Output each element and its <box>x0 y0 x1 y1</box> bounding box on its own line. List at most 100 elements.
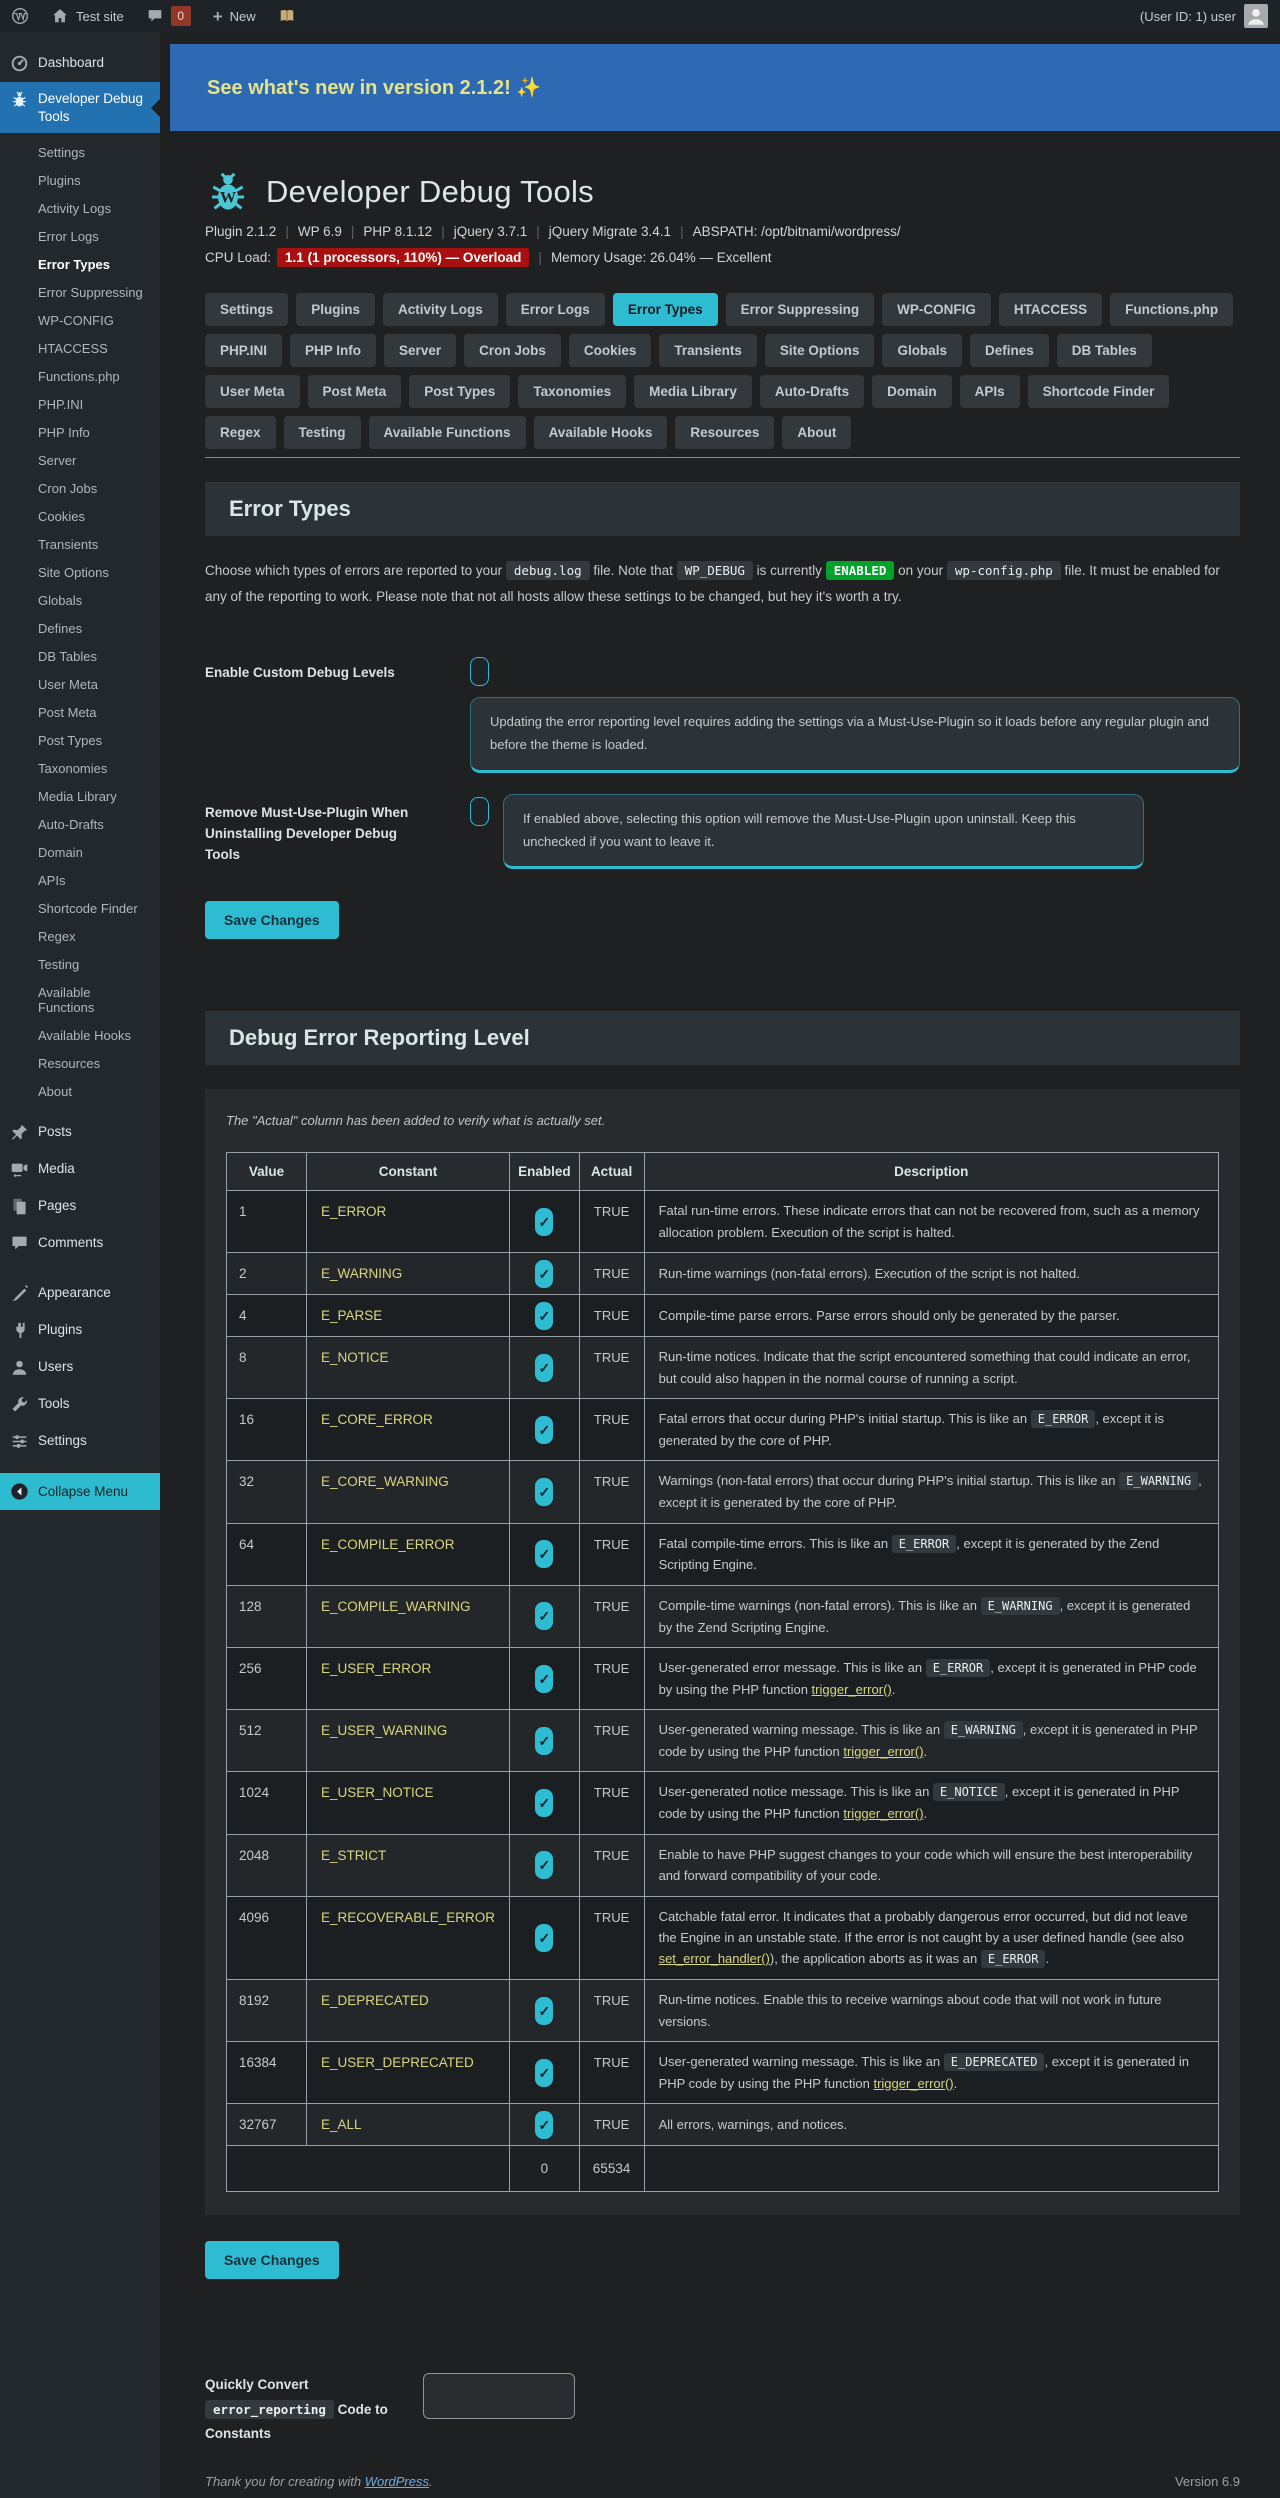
tab-resources[interactable]: Resources <box>675 416 775 449</box>
tab-php-info[interactable]: PHP Info <box>290 334 377 367</box>
php-function-link[interactable]: trigger_error() <box>843 1744 924 1759</box>
sidebar-subitem-error-types[interactable]: Error Types <box>38 256 111 272</box>
site-name-menu[interactable]: Test site <box>40 0 135 32</box>
sidebar-subitem-php-ini[interactable]: PHP.INI <box>38 396 84 412</box>
sidebar-subitem-settings[interactable]: Settings <box>38 144 85 160</box>
sidebar-subitem-htaccess[interactable]: HTACCESS <box>38 340 108 356</box>
enabled-checkbox[interactable]: ✓ <box>535 1996 554 2025</box>
sidebar-subitem-transients[interactable]: Transients <box>38 536 99 552</box>
tab-transients[interactable]: Transients <box>659 334 757 367</box>
sidebar-subitem-cron-jobs[interactable]: Cron Jobs <box>38 480 98 496</box>
sidebar-subitem-db-tables[interactable]: DB Tables <box>38 648 98 664</box>
enabled-checkbox[interactable]: ✓ <box>535 1259 554 1288</box>
sidebar-item-pages[interactable]: Pages <box>0 1188 160 1225</box>
php-function-link[interactable]: set_error_handler() <box>658 1951 770 1967</box>
sidebar-item-appearance[interactable]: Appearance <box>0 1275 160 1312</box>
enabled-checkbox[interactable]: ✓ <box>535 1415 554 1444</box>
tab-php-ini[interactable]: PHP.INI <box>205 334 283 367</box>
enabled-checkbox[interactable]: ✓ <box>535 1353 554 1382</box>
sidebar-subitem-error-logs[interactable]: Error Logs <box>38 228 99 244</box>
tab-post-meta[interactable]: Post Meta <box>307 375 402 408</box>
tab-domain[interactable]: Domain <box>872 375 952 408</box>
tab-server[interactable]: Server <box>384 334 457 367</box>
wordpress-link[interactable]: WordPress <box>364 2474 429 2489</box>
enabled-checkbox[interactable]: ✓ <box>535 1851 554 1880</box>
plugin-adminbar-menu[interactable] <box>267 0 307 32</box>
tab-globals[interactable]: Globals <box>882 334 962 367</box>
tab-functions-php[interactable]: Functions.php <box>1110 293 1234 326</box>
tab-defines[interactable]: Defines <box>969 334 1049 367</box>
sidebar-subitem-cookies[interactable]: Cookies <box>38 508 85 524</box>
tab-error-suppressing[interactable]: Error Suppressing <box>725 293 875 326</box>
enabled-checkbox[interactable]: ✓ <box>535 2058 554 2087</box>
tab-about[interactable]: About <box>782 416 852 449</box>
sidebar-subitem-taxonomies[interactable]: Taxonomies <box>38 760 108 776</box>
enabled-checkbox[interactable]: ✓ <box>535 2110 554 2139</box>
tab-media-library[interactable]: Media Library <box>634 375 752 408</box>
php-function-link[interactable]: trigger_error() <box>873 2075 954 2091</box>
sidebar-subitem-php-info[interactable]: PHP Info <box>38 424 90 440</box>
enable-custom-debug-levels-checkbox[interactable] <box>470 657 489 687</box>
sidebar-item-media[interactable]: Media <box>0 1151 160 1188</box>
tab-regex[interactable]: Regex <box>205 416 276 449</box>
sidebar-subitem-activity-logs[interactable]: Activity Logs <box>38 200 111 216</box>
sidebar-subitem-apis[interactable]: APIs <box>38 872 66 888</box>
php-function-link[interactable]: trigger_error() <box>843 1806 924 1822</box>
remove-mu-plugin-checkbox[interactable] <box>470 796 489 826</box>
tab-auto-drafts[interactable]: Auto-Drafts <box>759 375 865 408</box>
sidebar-subitem-site-options[interactable]: Site Options <box>38 564 109 580</box>
tab-settings[interactable]: Settings <box>205 293 289 326</box>
sidebar-subitem-post-types[interactable]: Post Types <box>38 732 103 748</box>
tab-post-types[interactable]: Post Types <box>409 375 511 408</box>
error-reporting-code-input[interactable] <box>423 2373 575 2420</box>
tab-cookies[interactable]: Cookies <box>568 334 652 367</box>
tab-error-logs[interactable]: Error Logs <box>505 293 605 326</box>
tab-error-types[interactable]: Error Types <box>612 293 718 326</box>
sidebar-item-comments[interactable]: Comments <box>0 1225 160 1262</box>
sidebar-item-plugins[interactable]: Plugins <box>0 1312 160 1349</box>
sidebar-subitem-available-functions[interactable]: Available Functions <box>38 984 95 1015</box>
new-content-menu[interactable]: + New <box>202 0 267 32</box>
enabled-checkbox[interactable]: ✓ <box>535 1207 554 1236</box>
sidebar-item-dashboard[interactable]: Dashboard <box>0 45 160 82</box>
enabled-checkbox[interactable]: ✓ <box>535 1602 554 1631</box>
sidebar-subitem-regex[interactable]: Regex <box>38 928 76 944</box>
tab-db-tables[interactable]: DB Tables <box>1056 334 1152 367</box>
save-changes-button[interactable]: Save Changes <box>205 901 339 940</box>
comments-menu[interactable]: 0 <box>135 0 202 32</box>
tab-taxonomies[interactable]: Taxonomies <box>518 375 627 408</box>
sidebar-item-users[interactable]: Users <box>0 1349 160 1386</box>
sidebar-subitem-server[interactable]: Server <box>38 452 77 468</box>
sidebar-subitem-functions-php[interactable]: Functions.php <box>38 368 120 384</box>
sidebar-subitem-shortcode-finder[interactable]: Shortcode Finder <box>38 900 138 916</box>
sidebar-subitem-post-meta[interactable]: Post Meta <box>38 704 97 720</box>
sidebar-subitem-user-meta[interactable]: User Meta <box>38 676 98 692</box>
tab-wp-config[interactable]: WP-CONFIG <box>882 293 991 326</box>
collapse-menu-button[interactable]: Collapse Menu <box>0 1473 160 1511</box>
whats-new-banner[interactable]: See what's new in version 2.1.2! ✨ <box>170 44 1280 131</box>
sidebar-item-developer-debug-tools[interactable]: Developer Debug Tools <box>0 82 160 134</box>
tab-user-meta[interactable]: User Meta <box>205 375 300 408</box>
tab-cron-jobs[interactable]: Cron Jobs <box>464 334 561 367</box>
sidebar-subitem-defines[interactable]: Defines <box>38 620 83 636</box>
tab-apis[interactable]: APIs <box>959 375 1020 408</box>
tab-shortcode-finder[interactable]: Shortcode Finder <box>1027 375 1170 408</box>
sidebar-subitem-media-library[interactable]: Media Library <box>38 788 117 804</box>
tab-plugins[interactable]: Plugins <box>296 293 376 326</box>
sidebar-item-posts[interactable]: Posts <box>0 1114 160 1151</box>
enabled-checkbox[interactable]: ✓ <box>535 1923 554 1952</box>
my-account-menu[interactable]: (User ID: 1) user <box>1128 0 1280 32</box>
enabled-checkbox[interactable]: ✓ <box>535 1726 554 1755</box>
sidebar-subitem-plugins[interactable]: Plugins <box>38 172 81 188</box>
php-function-link[interactable]: trigger_error() <box>811 1681 892 1697</box>
sidebar-subitem-error-suppressing[interactable]: Error Suppressing <box>38 284 143 300</box>
enabled-checkbox[interactable]: ✓ <box>535 1540 554 1569</box>
sidebar-subitem-auto-drafts[interactable]: Auto-Drafts <box>38 816 104 832</box>
enabled-checkbox[interactable]: ✓ <box>535 1477 554 1506</box>
sidebar-subitem-resources[interactable]: Resources <box>38 1055 101 1071</box>
tab-available-hooks[interactable]: Available Hooks <box>533 416 668 449</box>
sidebar-subitem-testing[interactable]: Testing <box>38 956 80 972</box>
sidebar-subitem-domain[interactable]: Domain <box>38 844 83 860</box>
wordpress-logo-menu[interactable] <box>0 0 40 32</box>
tab-htaccess[interactable]: HTACCESS <box>998 293 1103 326</box>
